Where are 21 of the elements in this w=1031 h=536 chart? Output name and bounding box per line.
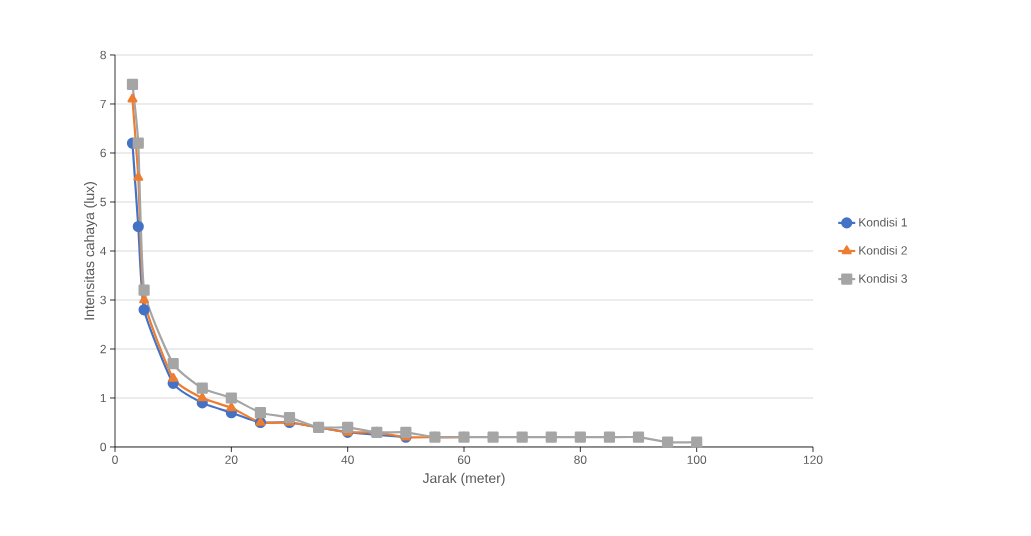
- x-tick-label: 120: [803, 455, 823, 464]
- y-tick-label: 2: [100, 344, 106, 354]
- y-tick-label: 4: [100, 246, 107, 256]
- y-tick-label: 3: [100, 295, 106, 305]
- x-tick-label: 100: [687, 455, 707, 464]
- x-tick-label: 0: [112, 455, 118, 464]
- x-tick-label: 60: [457, 455, 471, 464]
- y-tick-label: 6: [100, 148, 106, 158]
- y-tick-label: 1: [100, 393, 106, 403]
- x-tick-label: 40: [341, 455, 354, 464]
- y-tick-label: 0: [100, 442, 107, 452]
- x-axis-title: Jarak (meter): [422, 472, 505, 486]
- legend-label: Kondisi 1: [859, 217, 907, 227]
- legend-label: Kondisi 3: [859, 274, 907, 283]
- y-tick-label: 8: [100, 50, 106, 60]
- y-tick-label: 7: [100, 99, 106, 109]
- x-tick-label: 80: [574, 455, 587, 464]
- y-axis-title: Intensitas cahaya (lux): [84, 182, 97, 320]
- x-tick-label: 20: [225, 455, 238, 464]
- y-tick-label: 5: [100, 197, 106, 207]
- legend-label: Kondisi 2: [859, 245, 907, 255]
